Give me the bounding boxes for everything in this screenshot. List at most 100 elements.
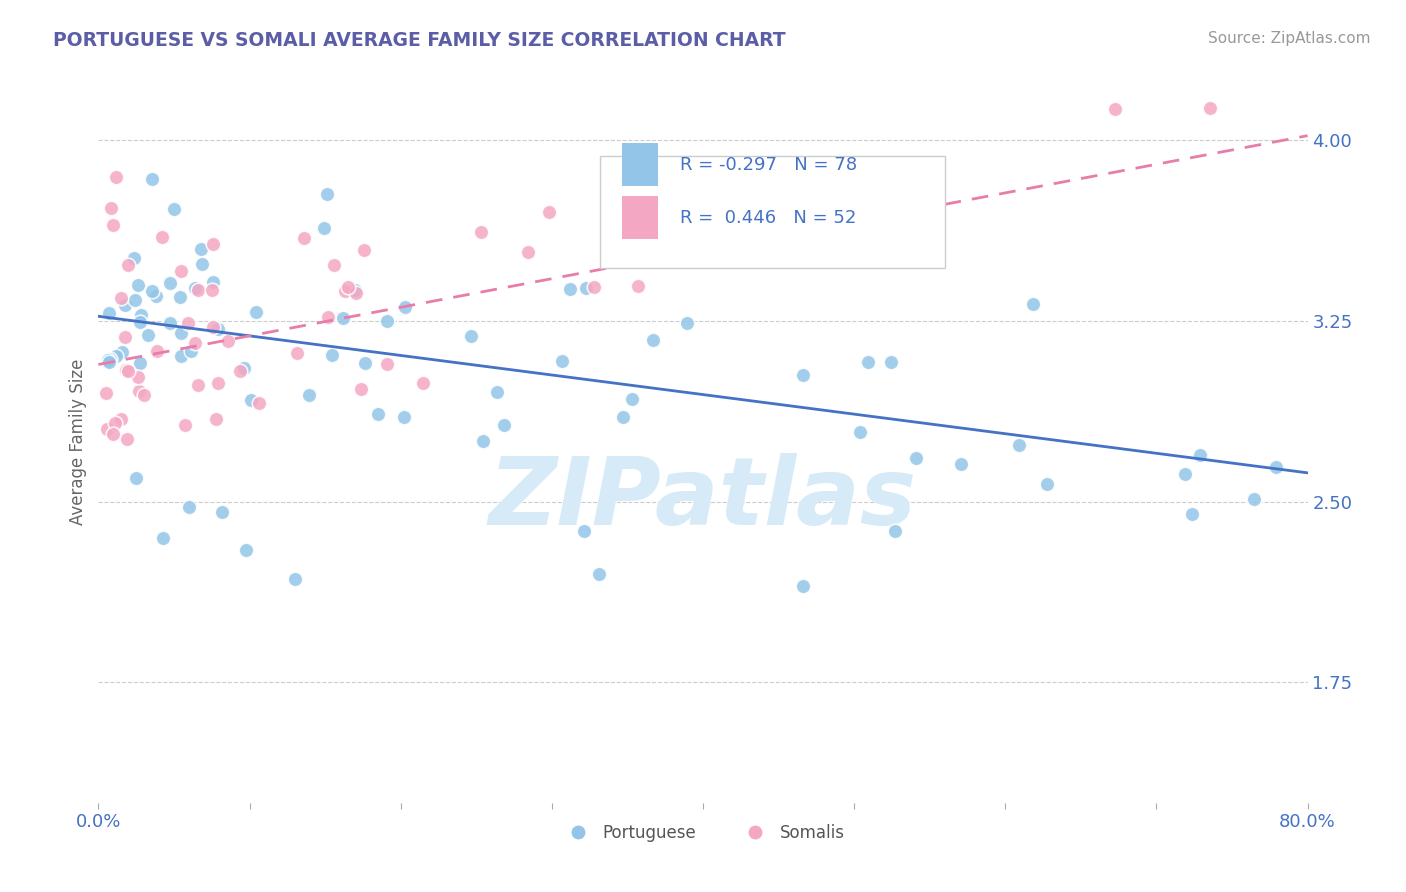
Point	[145, 344, 167, 359]
Point	[170, 326, 193, 341]
Point	[332, 311, 354, 326]
Point	[316, 310, 339, 324]
Point	[1243, 491, 1265, 506]
Point	[114, 330, 136, 344]
Point	[486, 384, 509, 399]
Point	[205, 412, 228, 426]
Point	[949, 457, 972, 471]
Point	[247, 396, 270, 410]
Point	[127, 278, 149, 293]
Point	[150, 229, 173, 244]
Point	[128, 384, 150, 399]
Y-axis label: Average Family Size: Average Family Size	[69, 359, 87, 524]
Point	[129, 315, 152, 329]
Point	[321, 348, 343, 362]
Legend: Portuguese, Somalis: Portuguese, Somalis	[554, 817, 852, 848]
Point	[314, 221, 336, 235]
Point	[201, 283, 224, 297]
Point	[245, 305, 267, 319]
Point	[1008, 438, 1031, 452]
Point	[558, 282, 581, 296]
Point	[211, 505, 233, 519]
Point	[471, 434, 494, 448]
Point	[128, 356, 150, 370]
Point	[676, 316, 699, 330]
Point	[1189, 448, 1212, 462]
Point	[333, 284, 356, 298]
Point	[127, 369, 149, 384]
Point	[621, 392, 644, 406]
Point	[285, 346, 308, 360]
Point	[100, 201, 122, 215]
Point	[173, 417, 195, 432]
Point	[323, 259, 346, 273]
Point	[125, 471, 148, 485]
Point	[856, 354, 879, 368]
Point	[612, 410, 634, 425]
Point	[292, 231, 315, 245]
Point	[1174, 467, 1197, 481]
Point	[145, 289, 167, 303]
Point	[217, 334, 239, 349]
Point	[170, 349, 193, 363]
Text: PORTUGUESE VS SOMALI AVERAGE FAMILY SIZE CORRELATION CHART: PORTUGUESE VS SOMALI AVERAGE FAMILY SIZE…	[53, 31, 786, 50]
Point	[124, 293, 146, 308]
Point	[110, 411, 132, 425]
Point	[187, 377, 209, 392]
Point	[1264, 460, 1286, 475]
Point	[207, 322, 229, 336]
Point	[97, 352, 120, 367]
Point	[1104, 102, 1126, 116]
Point	[792, 368, 814, 382]
Point	[110, 344, 132, 359]
Point	[315, 186, 337, 201]
Point	[344, 286, 367, 301]
Point	[110, 291, 132, 305]
Point	[239, 392, 262, 407]
Bar	[621, 196, 658, 239]
Point	[132, 388, 155, 402]
Point	[575, 281, 598, 295]
Point	[129, 309, 152, 323]
Point	[353, 243, 375, 257]
Point	[101, 427, 124, 442]
Point	[880, 355, 903, 369]
Point	[792, 579, 814, 593]
Point	[537, 204, 560, 219]
Point	[184, 335, 207, 350]
Point	[550, 354, 572, 368]
Point	[848, 425, 870, 439]
Point	[191, 257, 214, 271]
Point	[904, 450, 927, 465]
Point	[136, 327, 159, 342]
Point	[117, 364, 139, 378]
Point	[588, 567, 610, 582]
Point	[229, 364, 252, 378]
Point	[375, 357, 398, 371]
Point	[114, 298, 136, 312]
Point	[117, 258, 139, 272]
FancyBboxPatch shape	[600, 156, 945, 268]
Point	[184, 281, 207, 295]
Bar	[621, 143, 658, 186]
Point	[412, 376, 434, 390]
Text: R = -0.297   N = 78: R = -0.297 N = 78	[681, 156, 858, 174]
Point	[104, 416, 127, 430]
Point	[98, 306, 121, 320]
Point	[207, 376, 229, 391]
Point	[152, 531, 174, 545]
Point	[122, 251, 145, 265]
Point	[1022, 296, 1045, 310]
Point	[583, 280, 606, 294]
Point	[297, 388, 319, 402]
Point	[494, 417, 516, 432]
Point	[177, 500, 200, 514]
Point	[190, 242, 212, 256]
Point	[367, 407, 389, 421]
Text: ZIPatlas: ZIPatlas	[489, 453, 917, 545]
Point	[96, 386, 118, 401]
Point	[97, 355, 120, 369]
Point	[115, 363, 138, 377]
Point	[170, 264, 193, 278]
Point	[169, 290, 191, 304]
